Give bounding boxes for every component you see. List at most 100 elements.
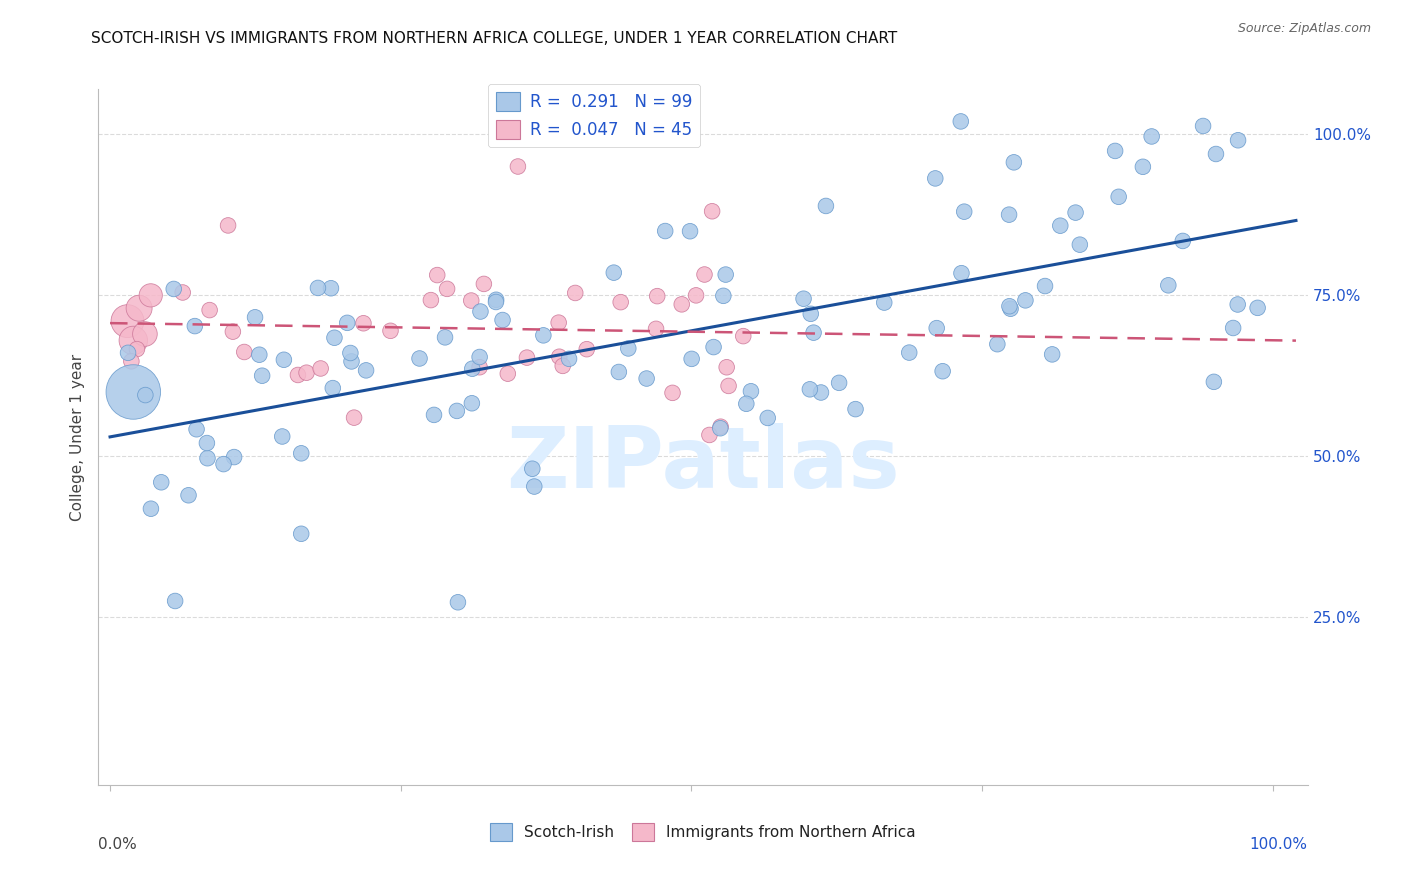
Point xyxy=(703,340,725,354)
Point xyxy=(1226,297,1249,311)
Point xyxy=(949,114,972,128)
Point xyxy=(1192,119,1215,133)
Point xyxy=(250,368,273,383)
Point xyxy=(380,324,402,338)
Point xyxy=(461,361,484,376)
Point xyxy=(468,360,491,375)
Point xyxy=(150,475,173,490)
Point xyxy=(1157,278,1180,293)
Point xyxy=(307,281,329,295)
Point xyxy=(233,345,256,359)
Point xyxy=(177,488,200,502)
Point xyxy=(709,421,731,435)
Point xyxy=(172,285,194,300)
Point xyxy=(523,479,546,493)
Point xyxy=(714,268,737,282)
Point xyxy=(810,385,832,400)
Point xyxy=(814,199,837,213)
Point xyxy=(197,451,219,466)
Point xyxy=(408,351,430,366)
Point xyxy=(446,404,468,418)
Point xyxy=(986,337,1008,351)
Point xyxy=(336,316,359,330)
Point xyxy=(800,307,823,321)
Text: ZIPatlas: ZIPatlas xyxy=(506,424,900,507)
Point xyxy=(309,361,332,376)
Point xyxy=(924,171,946,186)
Point xyxy=(654,224,676,238)
Point xyxy=(125,342,148,356)
Point xyxy=(222,325,245,339)
Point xyxy=(645,322,668,336)
Point xyxy=(340,354,363,368)
Point xyxy=(217,219,239,233)
Point xyxy=(998,299,1021,313)
Point xyxy=(117,314,139,328)
Y-axis label: College, Under 1 year: College, Under 1 year xyxy=(69,353,84,521)
Text: 100.0%: 100.0% xyxy=(1250,837,1308,852)
Point xyxy=(436,282,458,296)
Point xyxy=(470,304,492,318)
Point xyxy=(496,367,519,381)
Point xyxy=(516,351,538,365)
Point xyxy=(319,281,342,295)
Point xyxy=(323,331,346,345)
Point xyxy=(564,285,586,300)
Point xyxy=(120,354,142,368)
Point xyxy=(950,266,973,280)
Point xyxy=(322,381,344,395)
Point xyxy=(273,352,295,367)
Point xyxy=(1246,301,1268,315)
Point xyxy=(551,359,574,373)
Point xyxy=(339,346,361,360)
Point xyxy=(693,268,716,282)
Point xyxy=(679,224,702,238)
Text: Source: ZipAtlas.com: Source: ZipAtlas.com xyxy=(1237,22,1371,36)
Point xyxy=(117,346,139,360)
Point xyxy=(685,288,707,302)
Point xyxy=(1014,293,1036,308)
Point xyxy=(163,282,186,296)
Point xyxy=(603,266,626,280)
Point xyxy=(1171,234,1194,248)
Point xyxy=(844,402,866,417)
Point xyxy=(1000,301,1022,316)
Point xyxy=(165,594,187,608)
Point xyxy=(1040,347,1063,361)
Point xyxy=(636,371,658,385)
Point xyxy=(531,328,554,343)
Point xyxy=(184,319,207,334)
Point xyxy=(700,204,723,219)
Point xyxy=(1049,219,1071,233)
Point xyxy=(222,450,245,464)
Point xyxy=(290,526,312,541)
Point xyxy=(671,297,693,311)
Point xyxy=(681,351,703,366)
Point xyxy=(195,436,218,450)
Point xyxy=(661,385,683,400)
Point xyxy=(122,384,145,399)
Point xyxy=(617,342,640,356)
Point xyxy=(710,419,733,434)
Point xyxy=(1132,160,1154,174)
Point xyxy=(1064,205,1087,219)
Point xyxy=(212,457,235,471)
Point xyxy=(243,310,266,325)
Point xyxy=(485,295,508,310)
Point xyxy=(716,360,738,375)
Point xyxy=(799,382,821,396)
Point xyxy=(873,295,896,310)
Point xyxy=(735,397,758,411)
Point xyxy=(1069,237,1091,252)
Point xyxy=(522,461,544,475)
Point xyxy=(461,396,484,410)
Point xyxy=(134,326,156,341)
Point xyxy=(139,288,162,302)
Point xyxy=(1108,190,1130,204)
Point xyxy=(699,428,721,442)
Point xyxy=(740,384,762,399)
Point xyxy=(756,411,779,425)
Point xyxy=(931,364,953,378)
Point xyxy=(803,326,825,340)
Point xyxy=(287,368,309,382)
